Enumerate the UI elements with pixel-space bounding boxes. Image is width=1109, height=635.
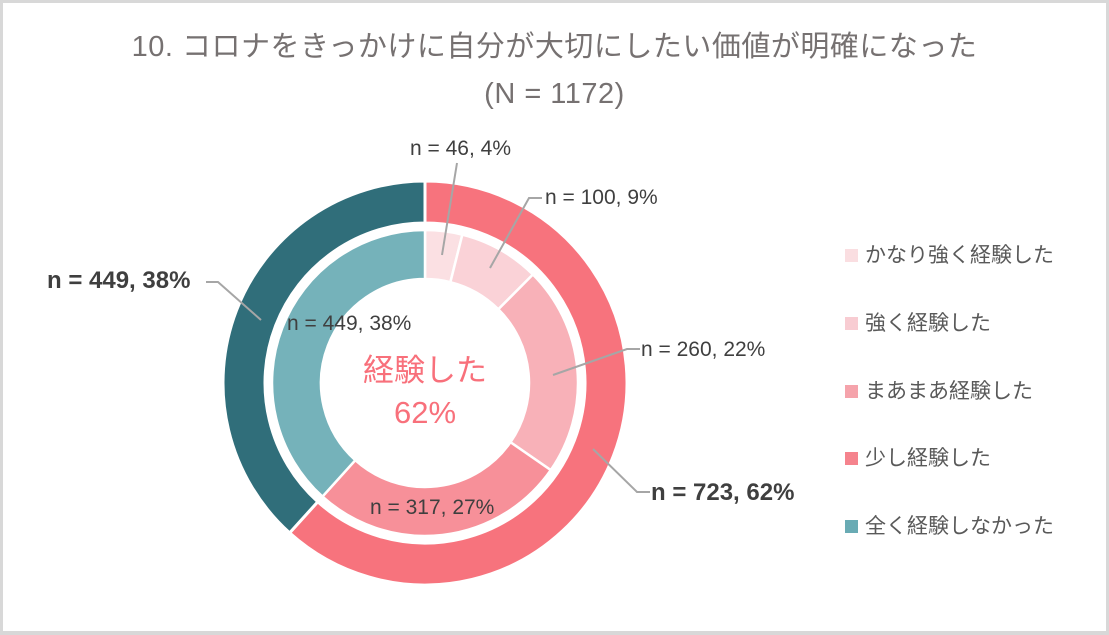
callout-label-inner-4pct: n = 46, 4% [410, 137, 511, 160]
leader-line-inner-22pct [552, 348, 640, 376]
chart-title: 10. コロナをきっかけに自分が大切にしたい価値が明確になった (N = 117… [3, 24, 1106, 118]
outer-ring-segment-1 [221, 179, 427, 536]
legend-item: かなり強く経験した [845, 243, 1054, 268]
inner-ring-segment-3 [320, 440, 553, 538]
center-label-line2: 62% [393, 395, 457, 430]
chart-title-line2: (N = 1172) [484, 78, 625, 110]
legend-item: まあまあ経験した [845, 379, 1033, 404]
legend-swatch-icon [845, 249, 858, 262]
outer-ring-segment-0 [287, 179, 629, 587]
legend-swatch-icon [845, 317, 858, 330]
segment-label-inner-27pct: n = 317, 27% [370, 496, 495, 519]
chart-title-line1: 10. コロナをきっかけに自分が大切にしたい価値が明確になった [131, 31, 978, 63]
legend-item: 全く経験しなかった [845, 514, 1054, 539]
legend-swatch-icon [845, 520, 858, 533]
inner-ring [270, 228, 580, 538]
legend-item-label: 全く経験しなかった [865, 515, 1054, 538]
legend-item: 少し経験した [845, 446, 991, 471]
callout-label-inner-22pct: n = 260, 22% [641, 338, 766, 361]
legend-item: 強く経験した [845, 311, 991, 336]
center-label-line1: 経験した [363, 353, 487, 388]
center-label: 経験した 62% [363, 350, 487, 434]
legend-swatch-icon [845, 385, 858, 398]
legend-swatch-icon [845, 452, 858, 465]
callout-label-outer-38pct: n = 449, 38% [47, 267, 191, 294]
leader-line-outer-38pct [206, 281, 262, 321]
segment-label-inner-38pct: n = 449, 38% [287, 312, 412, 335]
inner-ring-segment-4 [270, 228, 427, 499]
outer-ring [221, 179, 629, 587]
legend-item-label: 強く経験した [865, 312, 991, 335]
leader-line-outer-62pct [592, 448, 650, 493]
leader-line-inner-9pct [489, 197, 542, 269]
legend-item-label: 少し経験した [865, 447, 991, 470]
leader-line-inner-4pct [441, 162, 458, 256]
callout-label-outer-62pct: n = 723, 62% [651, 479, 795, 506]
legend-item-label: まあまあ経験した [865, 380, 1033, 403]
legend-item-label: かなり強く経験した [865, 244, 1054, 267]
callout-label-inner-9pct: n = 100, 9% [545, 186, 658, 209]
